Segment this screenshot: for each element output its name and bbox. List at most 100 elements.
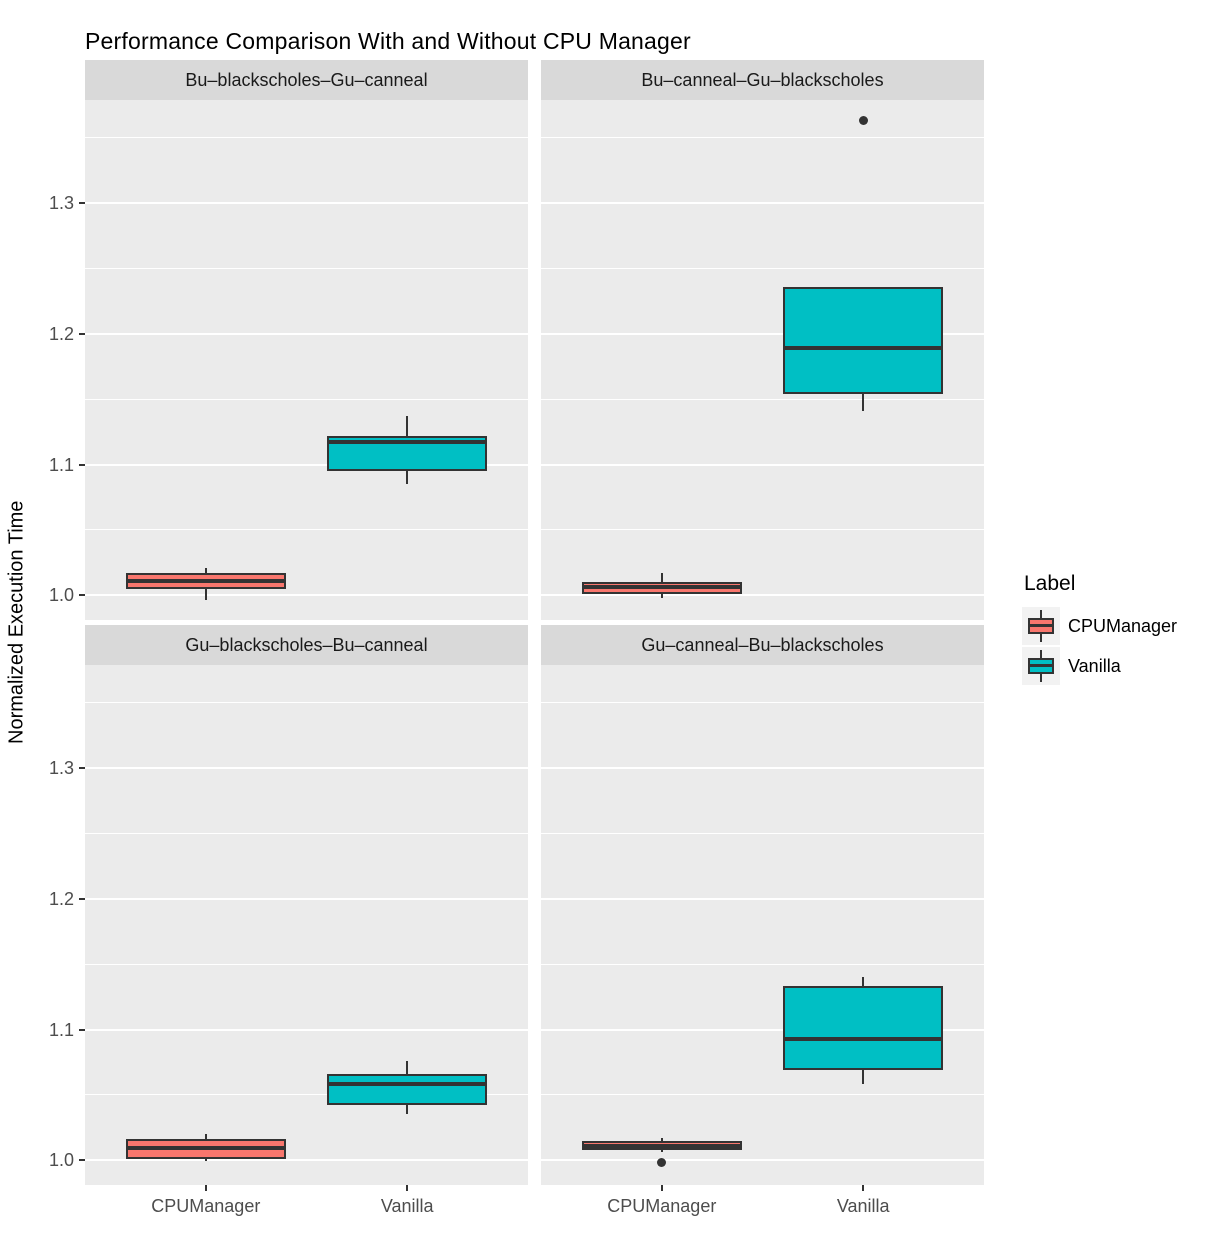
- gridline-minor: [85, 137, 528, 139]
- y-axis-title: Normalized Execution Time: [5, 500, 28, 745]
- x-tick-label: Vanilla: [380, 1196, 434, 1216]
- x-tick-label: CPUManager: [151, 1196, 261, 1216]
- legend-title: Label: [1024, 572, 1076, 595]
- y-tick-label: 1.1: [48, 454, 74, 475]
- facet-panel: [541, 100, 984, 620]
- lower-whisker: [406, 1105, 409, 1115]
- y-tick-mark: [79, 332, 85, 335]
- legend-item-label: CPUManager: [1068, 615, 1178, 636]
- gridline-major: [85, 1028, 528, 1031]
- gridline-minor: [541, 702, 984, 704]
- gridline-major: [541, 1159, 984, 1162]
- facet-strip: Gu–blackscholes–Bu–canneal: [85, 625, 528, 665]
- outlier-point: [657, 1158, 667, 1168]
- y-tick-label: 1.0: [48, 585, 74, 606]
- upper-whisker: [406, 1060, 409, 1074]
- boxplot-median: [125, 578, 286, 583]
- lower-whisker: [406, 471, 409, 485]
- y-tick-mark: [79, 1028, 85, 1031]
- legend-key-boxplot-icon: [1022, 607, 1060, 645]
- upper-whisker: [204, 567, 207, 573]
- gridline-minor: [85, 963, 528, 965]
- gridline-minor: [541, 529, 984, 531]
- legend-item-label: Vanilla: [1068, 655, 1121, 676]
- gridline-minor: [85, 398, 528, 400]
- x-tick-mark: [862, 1185, 865, 1191]
- x-tick-label: Vanilla: [836, 1196, 890, 1216]
- lower-whisker: [660, 593, 663, 598]
- upper-whisker: [862, 977, 865, 987]
- boxplot-median: [581, 585, 742, 590]
- gridline-major: [541, 767, 984, 770]
- legend-item-vanilla: Vanilla: [1022, 646, 1177, 686]
- gridline-major: [541, 594, 984, 597]
- y-tick-label: 1.2: [48, 888, 74, 909]
- gridline-major: [541, 332, 984, 335]
- gridline-major: [85, 594, 528, 597]
- gridline-major: [85, 202, 528, 205]
- boxplot-box-vanilla: [783, 286, 944, 394]
- upper-whisker: [406, 416, 409, 436]
- lower-whisker: [862, 1070, 865, 1085]
- y-tick-label: 1.0: [48, 1150, 74, 1171]
- boxplot-median: [327, 1082, 488, 1087]
- facet-strip-label: Gu–canneal–Bu–blackscholes: [641, 634, 884, 655]
- outlier-point: [858, 116, 868, 126]
- gridline-major: [541, 897, 984, 900]
- facet-panel: [541, 665, 984, 1185]
- upper-whisker: [204, 1134, 207, 1140]
- facet-strip-label: Gu–blackscholes–Bu–canneal: [185, 634, 428, 655]
- y-tick-label: 1.2: [48, 323, 74, 344]
- lower-whisker: [204, 588, 207, 601]
- facet-strip: Bu–blackscholes–Gu–canneal: [85, 60, 528, 100]
- boxplot-median: [783, 1036, 944, 1041]
- facet-panel: [85, 100, 528, 620]
- gridline-major: [541, 463, 984, 466]
- y-tick-mark: [79, 897, 85, 900]
- gridline-minor: [85, 833, 528, 835]
- y-tick-mark: [79, 594, 85, 597]
- lower-whisker: [204, 1158, 207, 1162]
- chart-title: Performance Comparison With and Without …: [85, 28, 691, 54]
- boxplot-median: [581, 1143, 742, 1148]
- gridline-major: [541, 1028, 984, 1031]
- gridline-minor: [85, 702, 528, 704]
- gridline-major: [85, 897, 528, 900]
- legend-median-line: [1028, 624, 1054, 627]
- x-tick-label: CPUManager: [607, 1196, 717, 1216]
- gridline-minor: [85, 268, 528, 270]
- legend-key-boxplot-icon: [1022, 647, 1060, 685]
- gridline-major: [85, 1159, 528, 1162]
- gridline-minor: [541, 963, 984, 965]
- y-tick-label: 1.3: [48, 193, 74, 214]
- gridline-major: [85, 767, 528, 770]
- upper-whisker: [660, 572, 663, 583]
- gridline-major: [541, 202, 984, 205]
- gridline-minor: [85, 1094, 528, 1096]
- facet-panel: [85, 665, 528, 1185]
- gridline-minor: [541, 268, 984, 270]
- lower-whisker: [862, 393, 865, 411]
- gridline-major: [85, 332, 528, 335]
- gridline-minor: [85, 529, 528, 531]
- boxplot-box-vanilla: [327, 1073, 488, 1106]
- x-tick-mark: [406, 1185, 409, 1191]
- lower-whisker: [660, 1149, 663, 1153]
- y-tick-mark: [79, 463, 85, 466]
- y-tick-label: 1.3: [48, 758, 74, 779]
- legend-items: CPUManager Vanilla: [1022, 606, 1177, 686]
- upper-whisker: [660, 1137, 663, 1141]
- y-tick-mark: [79, 1159, 85, 1162]
- legend-item-cpumanager: CPUManager: [1022, 606, 1177, 646]
- gridline-minor: [541, 1094, 984, 1096]
- facet-strip-label: Bu–blackscholes–Gu–canneal: [185, 69, 428, 90]
- boxplot-median: [327, 440, 488, 445]
- facet-strip: Gu–canneal–Bu–blackscholes: [541, 625, 984, 665]
- x-tick-mark: [660, 1185, 663, 1191]
- facet-strip: Bu–canneal–Gu–blackscholes: [541, 60, 984, 100]
- gridline-minor: [541, 398, 984, 400]
- gridline-minor: [541, 833, 984, 835]
- y-tick-label: 1.1: [48, 1019, 74, 1040]
- facet-strip-label: Bu–canneal–Gu–blackscholes: [641, 69, 884, 90]
